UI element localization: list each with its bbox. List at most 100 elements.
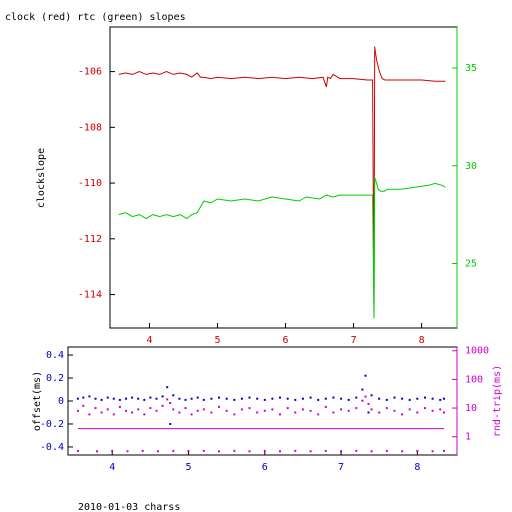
bottom-y-tick-label: -0.4	[40, 442, 64, 453]
top-x-tick-label: 8	[419, 335, 425, 346]
point-rnd-trip	[301, 408, 304, 411]
bottom-x-tick-label: 5	[185, 462, 191, 473]
point-offset	[364, 374, 367, 377]
point-offset	[184, 398, 187, 401]
point-rnd-trip-floor	[263, 449, 266, 452]
point-rnd-trip	[443, 411, 445, 414]
point-rnd-trip-floor	[233, 449, 236, 452]
point-rnd-trip-floor	[431, 450, 434, 453]
point-rnd-trip	[210, 411, 213, 414]
point-offset	[190, 397, 193, 400]
point-rnd-trip	[271, 408, 274, 411]
point-rnd-trip-floor	[443, 449, 445, 452]
point-rnd-trip	[424, 407, 426, 410]
bottom-y-tick-label: 0	[58, 396, 64, 407]
point-offset	[279, 396, 281, 399]
series-line-clock	[118, 46, 446, 317]
point-rnd-trip	[155, 409, 158, 412]
point-offset	[301, 397, 304, 400]
point-offset	[385, 398, 388, 401]
bottom-y-tick-label: 0.4	[46, 350, 64, 361]
point-rnd-trip	[106, 408, 109, 411]
point-rnd-trip-floor	[111, 449, 114, 452]
point-offset	[309, 396, 312, 399]
point-rnd-trip	[408, 408, 411, 411]
point-rnd-trip	[364, 395, 367, 398]
point-rnd-trip-floor	[309, 450, 312, 453]
point-offset	[137, 397, 140, 400]
point-offset	[286, 397, 289, 400]
point-rnd-trip	[393, 409, 396, 412]
point-rnd-trip-floor	[279, 450, 281, 453]
point-offset	[166, 386, 169, 389]
top-y-tick-label: -108	[78, 122, 102, 133]
series-line-rtc	[118, 177, 446, 319]
point-rnd-trip	[324, 405, 327, 408]
point-rnd-trip	[309, 409, 312, 412]
top-x-tick-label: 6	[283, 335, 289, 346]
point-offset	[361, 388, 364, 391]
point-rnd-trip	[340, 408, 343, 411]
point-offset	[172, 394, 175, 397]
point-offset	[112, 397, 115, 400]
point-offset	[100, 398, 103, 401]
point-rnd-trip	[439, 408, 442, 411]
point-rnd-trip	[172, 408, 175, 411]
point-rnd-trip	[88, 413, 91, 416]
point-rnd-trip	[332, 411, 335, 414]
point-offset	[347, 398, 350, 401]
bottom-y-tick-label: -0.2	[40, 419, 64, 430]
point-rnd-trip	[294, 411, 297, 414]
point-rnd-trip	[125, 409, 127, 412]
point-rnd-trip	[118, 405, 121, 408]
point-rnd-trip-floor	[202, 449, 205, 452]
point-rnd-trip-floor	[248, 450, 251, 453]
point-rnd-trip	[233, 413, 236, 416]
point-offset	[131, 396, 134, 399]
point-rnd-trip	[378, 411, 381, 414]
point-rnd-trip	[178, 411, 181, 414]
point-offset	[149, 396, 152, 399]
point-rnd-trip	[169, 402, 172, 404]
point-offset	[367, 411, 370, 414]
top-y2-tick-label: 25	[465, 259, 477, 270]
point-rnd-trip-floor	[416, 449, 419, 452]
footer-caption: 2010-01-03 charss	[78, 502, 180, 512]
point-rnd-trip	[248, 407, 251, 410]
point-offset	[125, 397, 127, 400]
point-rnd-trip	[196, 409, 199, 412]
point-offset	[218, 396, 220, 399]
point-rnd-trip	[370, 408, 373, 411]
point-rnd-trip-floor	[324, 449, 327, 452]
point-rnd-trip-floor	[96, 450, 98, 453]
point-rnd-trip	[256, 411, 259, 414]
point-rnd-trip	[263, 409, 266, 412]
bottom-y2-tick-label: 10	[465, 403, 477, 414]
bottom-y2-tick-label: 1	[465, 432, 471, 443]
point-rnd-trip-floor	[370, 450, 373, 453]
point-rnd-trip	[218, 405, 220, 408]
top-x-tick-label: 5	[214, 335, 220, 346]
point-rnd-trip-floor	[126, 450, 129, 453]
point-rnd-trip	[317, 413, 320, 416]
point-offset	[355, 396, 358, 399]
point-rnd-trip-floor	[172, 449, 175, 452]
point-offset	[431, 397, 434, 400]
bottom-y-tick-label: 0.2	[46, 373, 64, 384]
point-offset	[118, 398, 121, 401]
point-rnd-trip-floor	[187, 450, 190, 453]
point-offset	[76, 397, 79, 400]
point-rnd-trip-floor	[401, 450, 404, 453]
point-rnd-trip	[137, 408, 140, 411]
point-rnd-trip-floor	[76, 449, 79, 452]
point-rnd-trip	[190, 413, 193, 416]
bottom-x-tick-label: 8	[414, 462, 420, 473]
bottom-x-tick-label: 7	[338, 462, 344, 473]
point-offset	[225, 397, 228, 400]
point-rnd-trip	[100, 411, 103, 414]
top-x-tick-label: 7	[351, 335, 357, 346]
point-offset	[233, 398, 236, 401]
point-offset	[370, 394, 373, 397]
point-rnd-trip	[94, 407, 97, 410]
